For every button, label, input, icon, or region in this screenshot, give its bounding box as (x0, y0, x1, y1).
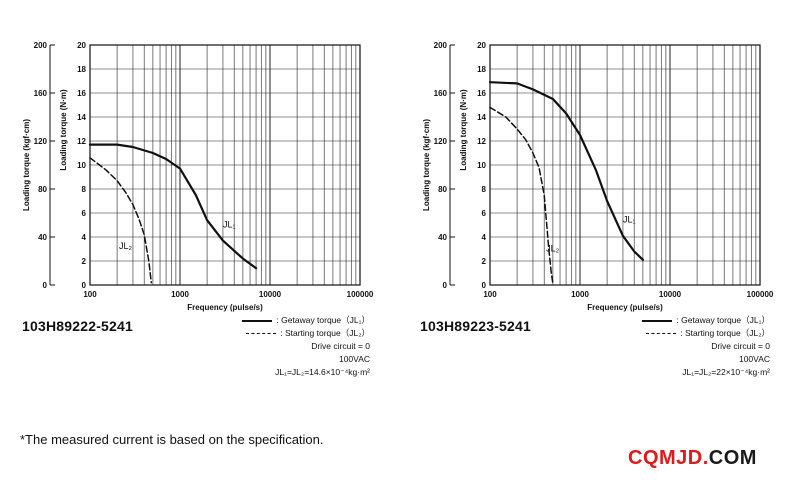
dashed-line-swatch (646, 333, 677, 334)
jl1-curve-label: JL₁ (623, 215, 636, 225)
x-tick-label: 100 (483, 290, 497, 299)
kgf-tick-label: 40 (438, 233, 447, 242)
legend-inertia: JL₁=JL₂=14.6×10⁻⁴kg·m² (275, 367, 370, 377)
legend-starting-row: : Starting torque（JL₂） (220, 327, 370, 340)
dashed-line-swatch (246, 333, 277, 334)
x-tick-label: 10000 (259, 290, 282, 299)
x-tick-label: 100 (83, 290, 97, 299)
nm-tick-label: 8 (82, 185, 87, 194)
nm-tick-label: 18 (77, 65, 86, 74)
x-axis-title: Frequency (pulse/s) (587, 303, 663, 312)
legend-drive-circuit: Drive circuit = 0 (711, 341, 770, 351)
kgf-tick-label: 0 (443, 281, 448, 290)
nm-tick-label: 14 (77, 113, 86, 122)
nm-tick-label: 8 (482, 185, 487, 194)
jl2-curve-label: JL₂ (546, 243, 560, 253)
getaway-torque-curve (488, 81, 644, 261)
starting-torque-curve (489, 106, 554, 285)
kgf-tick-label: 120 (434, 137, 448, 146)
legend-inertia: JL₁=JL₂=22×10⁻⁴kg·m² (682, 367, 770, 377)
kgf-tick-label: 200 (34, 41, 48, 50)
solid-line-swatch (642, 319, 673, 322)
y-axis-title-nm: Loading torque (N·m) (59, 89, 68, 171)
nm-tick-label: 12 (77, 137, 86, 146)
brand-logo: CQMJD.COM (628, 447, 757, 470)
jl1-curve-label: JL₁ (223, 219, 236, 229)
legend-starting-text: : Starting torque（JL₂） (680, 328, 770, 338)
legend-voltage: 100VAC (738, 354, 770, 364)
nm-tick-label: 2 (82, 257, 87, 266)
chart-svg-left: 0 40 80 120 160 200 0 2 4 6 8 10 12 14 16 18 20 100 1000 10… (22, 41, 374, 312)
legend-drive-circuit: Drive circuit = 0 (311, 341, 370, 351)
x-axis-title: Frequency (pulse/s) (187, 303, 263, 312)
kgf-tick-label: 200 (434, 41, 448, 50)
torque-chart-left: 0 40 80 120 160 200 0 2 4 6 8 10 12 14 16 18 20 100 1000 10… (0, 30, 380, 320)
legend-getaway-text: : Getaway torque（JL₁） (676, 315, 770, 325)
chart-svg-right: 0 40 80 120 160 200 0 2 4 6 8 10 12 14 16 18 20 100 1000 10… (422, 41, 774, 312)
starting-torque-curve (89, 157, 153, 284)
nm-tick-label: 0 (482, 281, 487, 290)
kgf-tick-label: 0 (43, 281, 48, 290)
kgf-tick-label: 80 (438, 185, 447, 194)
nm-tick-label: 2 (482, 257, 487, 266)
legend-right: : Getaway torque（JL₁） : Starting torque（… (620, 314, 770, 379)
x-tick-label: 1000 (171, 290, 189, 299)
nm-tick-label: 6 (82, 209, 87, 218)
nm-tick-label: 16 (477, 89, 486, 98)
model-number-right: 103H89223-5241 (420, 318, 532, 334)
brand-main: CQMJD (628, 447, 703, 469)
legend-starting-row: : Starting torque（JL₂） (620, 327, 770, 340)
y-axis-title-nm: Loading torque (N·m) (459, 89, 468, 171)
x-tick-label: 100000 (347, 290, 374, 299)
nm-tick-label: 4 (82, 233, 87, 242)
torque-chart-right: 0 40 80 120 160 200 0 2 4 6 8 10 12 14 16 18 20 100 1000 10… (400, 30, 780, 320)
legend-starting-text: : Starting torque（JL₂） (280, 328, 370, 338)
nm-tick-label: 18 (477, 65, 486, 74)
kgf-tick-label: 80 (38, 185, 47, 194)
legend-left: : Getaway torque（JL₁） : Starting torque（… (220, 314, 370, 379)
nm-tick-label: 6 (482, 209, 487, 218)
kgf-tick-label: 40 (38, 233, 47, 242)
footnote: *The measured current is based on the sp… (20, 432, 324, 447)
nm-tick-label: 16 (77, 89, 86, 98)
legend-voltage: 100VAC (338, 354, 370, 364)
legend-getaway-text: : Getaway torque（JL₁） (276, 315, 370, 325)
model-number-left: 103H89222-5241 (22, 318, 134, 334)
y-axis-title-kgf: Loading torque (kgf·cm) (22, 119, 31, 211)
kgf-tick-label: 120 (34, 137, 48, 146)
nm-tick-label: 0 (82, 281, 87, 290)
nm-tick-label: 10 (477, 161, 486, 170)
y-axis-title-kgf: Loading torque (kgf·cm) (422, 119, 431, 211)
nm-tick-label: 12 (477, 137, 486, 146)
nm-tick-label: 4 (482, 233, 487, 242)
nm-tick-label: 20 (77, 41, 86, 50)
legend-getaway-row: : Getaway torque（JL₁） (220, 314, 370, 327)
x-tick-label: 100000 (747, 290, 774, 299)
kgf-tick-label: 160 (434, 89, 448, 98)
jl2-curve-label: JL₂ (119, 241, 133, 251)
nm-tick-label: 20 (477, 41, 486, 50)
kgf-tick-label: 160 (34, 89, 48, 98)
brand-com: COM (708, 447, 757, 469)
getaway-torque-curve (88, 143, 258, 270)
plot-frame (89, 44, 361, 286)
x-tick-label: 1000 (571, 290, 589, 299)
legend-getaway-row: : Getaway torque（JL₁） (620, 314, 770, 327)
nm-tick-label: 14 (477, 113, 486, 122)
x-tick-label: 10000 (659, 290, 682, 299)
nm-tick-label: 10 (77, 161, 86, 170)
plot-frame (489, 44, 761, 286)
brand-dot: . (702, 447, 709, 469)
solid-line-swatch (242, 319, 273, 322)
